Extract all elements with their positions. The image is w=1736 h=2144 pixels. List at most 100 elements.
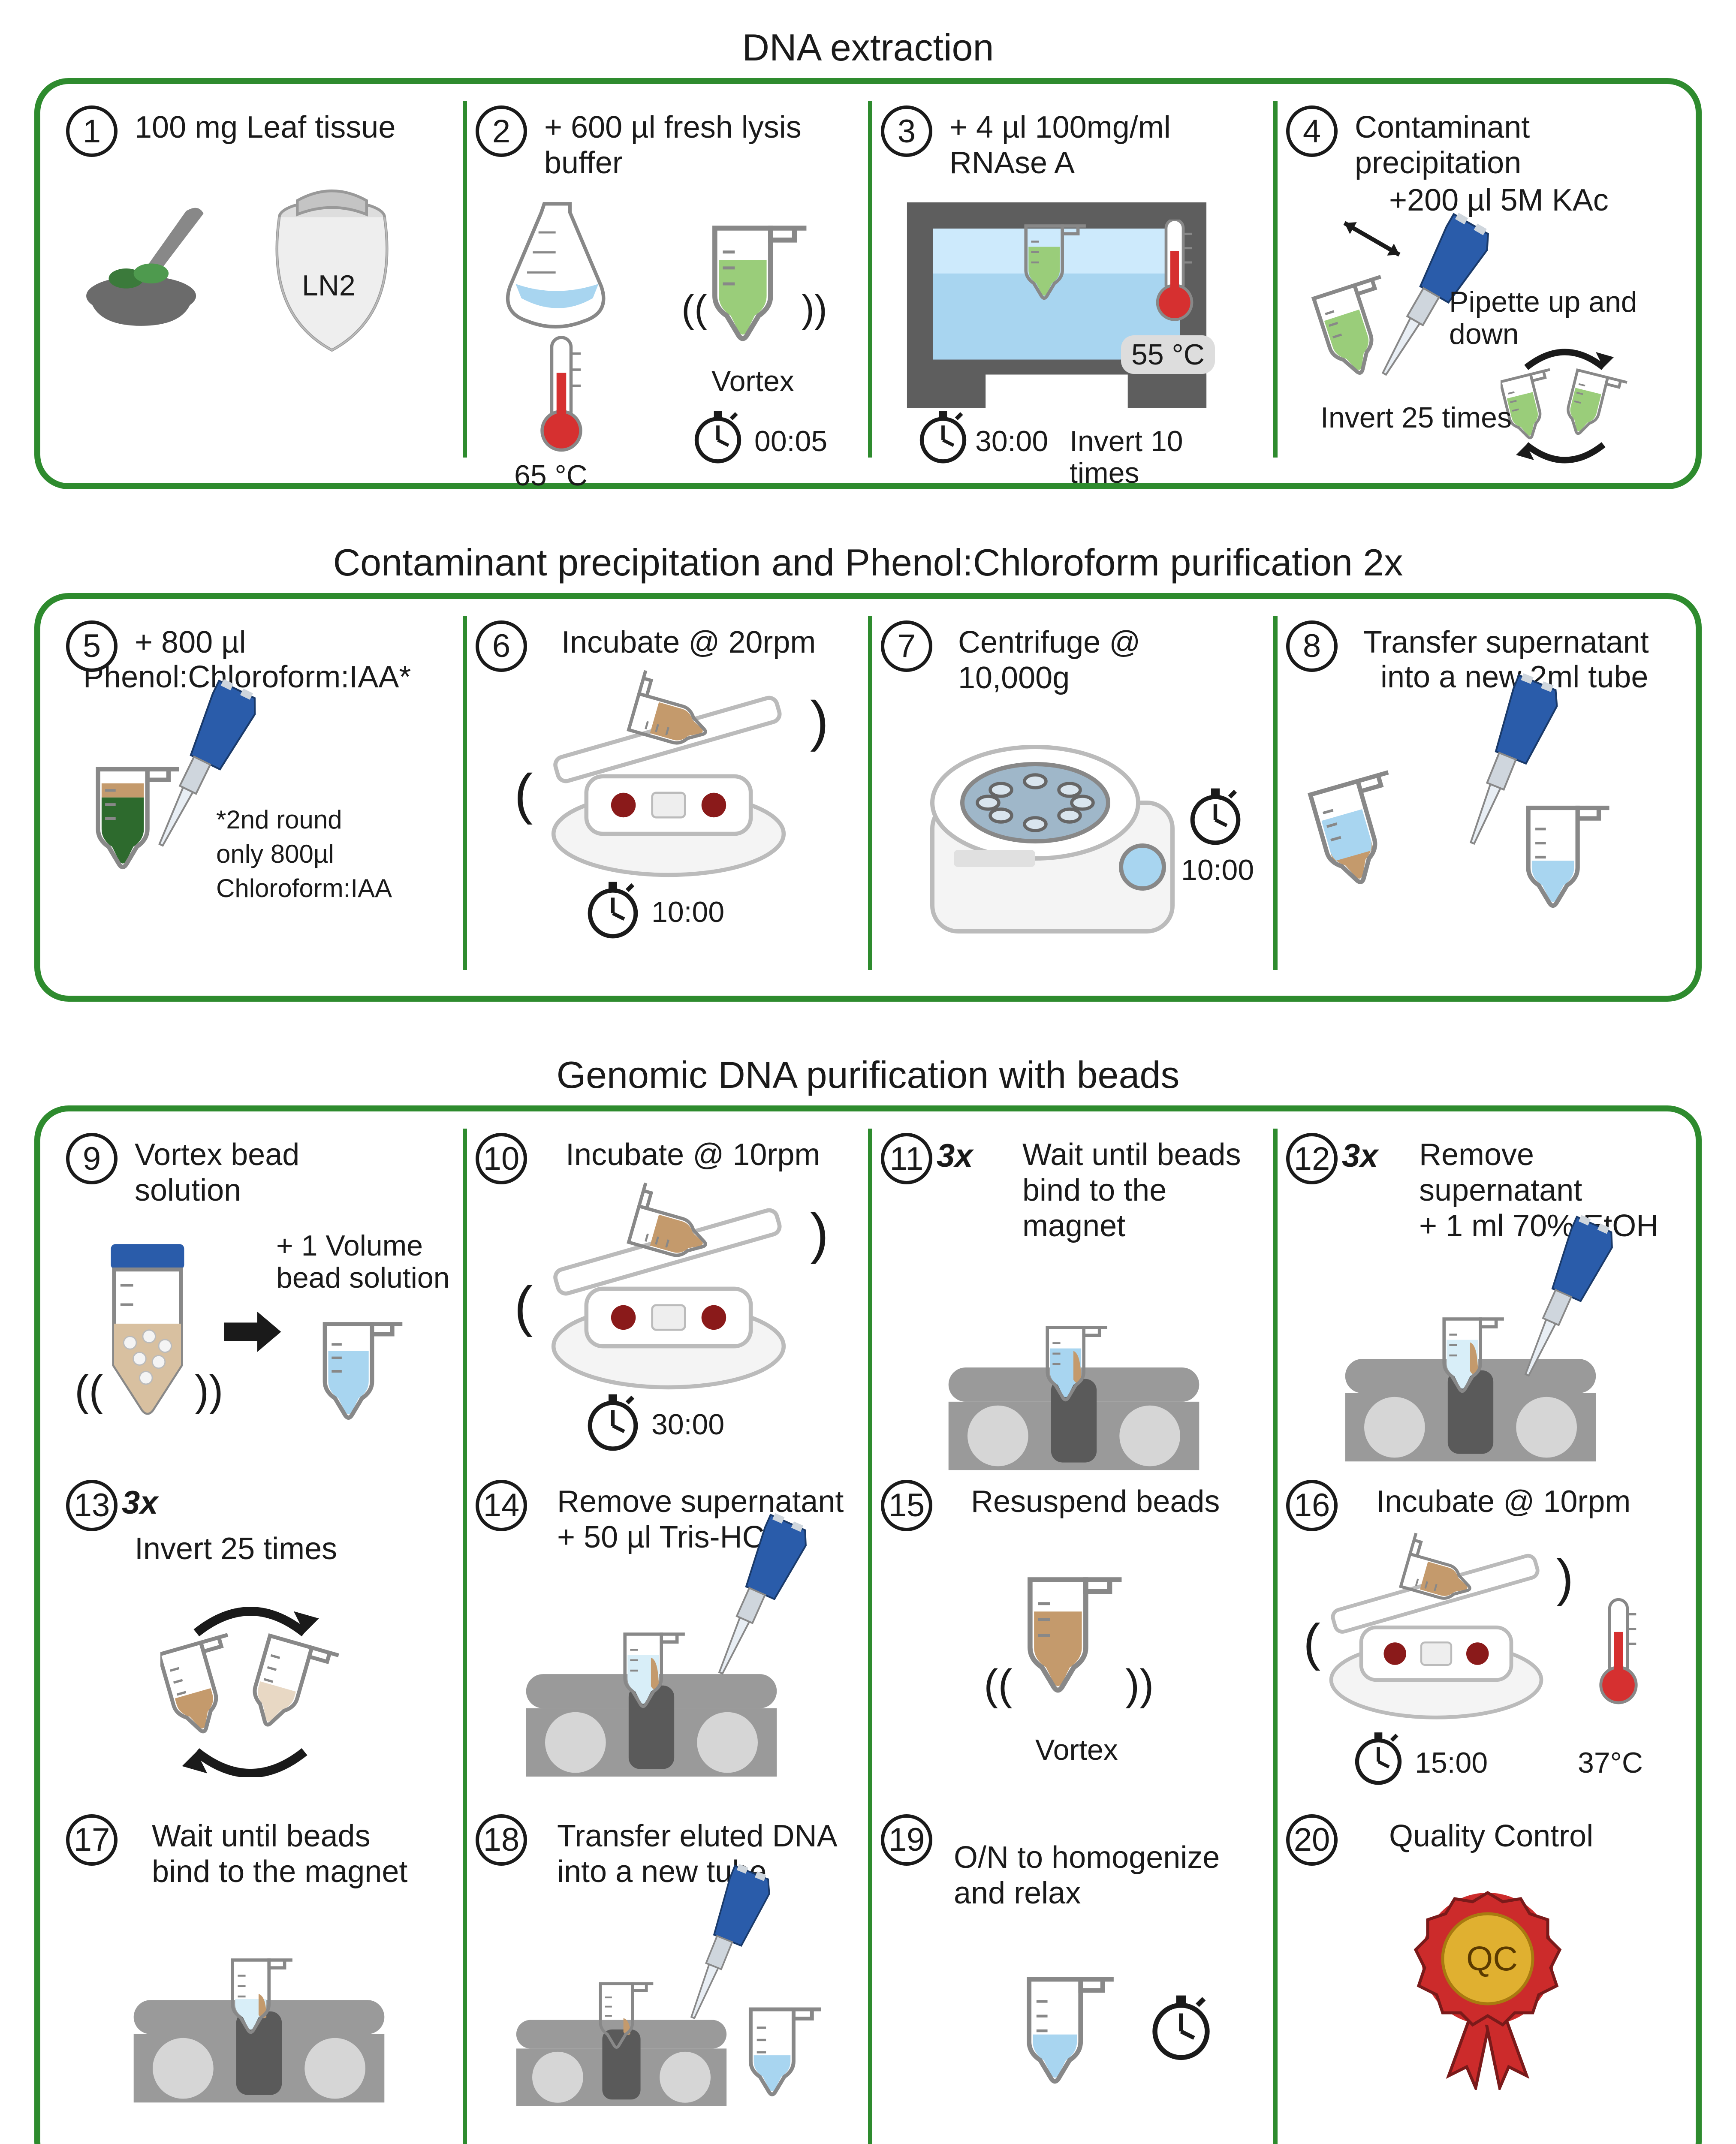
step-number: 12 xyxy=(1286,1133,1338,1184)
step-subtitle: Phenol:Chloroform:IAA* xyxy=(83,660,450,694)
time-label: 10:00 xyxy=(651,896,724,928)
step-title: Resuspend beads xyxy=(971,1484,1260,1520)
step-title: Vortex beadsolution xyxy=(135,1137,450,1208)
step-4: 4 Contaminant precipitation +200 µl 5M K… xyxy=(1273,101,1679,458)
step-2: 2 + 600 µl fresh lysis buffer 65 °C (( )… xyxy=(463,101,868,458)
step-1: 1 100 mg Leaf tissue LN2 xyxy=(57,101,463,458)
stopwatch-icon xyxy=(583,879,643,939)
step-number: 4 xyxy=(1286,105,1338,157)
time-label: 00:05 xyxy=(754,425,827,458)
section-title: DNA extraction xyxy=(34,26,1702,69)
step-number: 8 xyxy=(1286,620,1338,672)
vortex-mark-right: )) xyxy=(802,288,827,331)
qc-text: QC xyxy=(1466,1940,1518,1978)
tube-icon xyxy=(315,1307,409,1436)
temp-label: 55 °C xyxy=(1121,335,1215,374)
step-number: 9 xyxy=(66,1133,118,1184)
step-title: + 4 µl 100mg/ml RNAse A xyxy=(949,110,1260,181)
invert-arrows-icon xyxy=(160,1597,341,1777)
mortar-pestle-icon xyxy=(79,201,233,338)
step-10: 10 Incubate @ 10rpm ( ) 30:00 xyxy=(463,1129,868,1475)
pipette-label: Pipette up and down xyxy=(1449,286,1666,350)
temp-label: 65 °C xyxy=(514,460,588,492)
step-number: 19 xyxy=(881,1814,932,1866)
qc-badge-icon xyxy=(1398,1876,1578,2090)
centrifuge-icon xyxy=(924,726,1181,940)
tube-dest-icon xyxy=(1518,793,1616,921)
step-15: 15 Resuspend beads (( )) Vortex xyxy=(868,1476,1273,1810)
step-20: 20 Quality Control QC xyxy=(1273,1810,1679,2144)
step-title: O/N to homogenize and relax xyxy=(954,1840,1260,1911)
invert-arrows-icon xyxy=(1501,342,1629,470)
thermometer-icon xyxy=(1595,1597,1642,1708)
step-6: 6 Incubate @ 20rpm ( ) 10:00 xyxy=(463,616,868,970)
step-number: 3 xyxy=(881,105,932,157)
step-title: Incubate @ 10rpm xyxy=(1376,1484,1666,1520)
step-title: Quality Control xyxy=(1389,1819,1666,1854)
tube-icon xyxy=(703,211,814,357)
stopwatch-icon xyxy=(1350,1730,1406,1786)
ln2-label: LN2 xyxy=(302,270,356,302)
thermometer-icon xyxy=(536,335,587,455)
flask-icon xyxy=(493,194,621,340)
stopwatch-icon xyxy=(1185,786,1245,846)
step-number: 18 xyxy=(476,1814,527,1866)
vortex-label: Vortex xyxy=(1035,1734,1118,1766)
step-18: 18 Transfer eluted DNAinto a new tube xyxy=(463,1810,868,2144)
double-arrow-icon xyxy=(1332,208,1412,269)
vibrate-right: )) xyxy=(195,1367,223,1414)
section-title: Contaminant precipitation and Phenol:Chl… xyxy=(34,541,1702,584)
step-number: 17 xyxy=(66,1814,118,1866)
step-8: 8 Transfer supernatant into a new 2ml tu… xyxy=(1273,616,1679,970)
step-title: + 600 µl fresh lysis buffer xyxy=(544,110,855,181)
footnote-3: Chloroform:IAA xyxy=(216,874,392,903)
step-19: 19 O/N to homogenize and relax xyxy=(868,1810,1273,2144)
tube-in-rack-icon xyxy=(225,1945,298,2048)
tube-in-bath-icon xyxy=(1018,211,1091,314)
step-title: + 800 µl xyxy=(135,625,450,660)
tube-in-rack-icon xyxy=(617,1619,690,1722)
step-number: 11 xyxy=(881,1133,932,1184)
panel-1: 1 100 mg Leaf tissue LN2 xyxy=(34,78,1702,489)
step-title: Transfer supernatant xyxy=(1363,625,1666,660)
repeat-badge: 3x xyxy=(122,1484,158,1521)
stopwatch-icon xyxy=(915,408,971,464)
step-number: 20 xyxy=(1286,1814,1338,1866)
bead-stock-tube-icon xyxy=(92,1238,203,1418)
step-12: 12 3x Remove supernatant+ 1 ml 70% EtOH xyxy=(1273,1129,1679,1475)
panel-2: 5 + 800 µl Phenol:Chloroform:IAA* *2nd r… xyxy=(34,593,1702,1002)
vortex-mark-left: (( xyxy=(681,288,707,331)
section-title: Genomic DNA purification with beads xyxy=(34,1053,1702,1097)
motion-left: ( xyxy=(514,763,533,825)
panel-3: 9 Vortex beadsolution (( )) xyxy=(34,1105,1702,2144)
time-label: 15:00 xyxy=(1415,1747,1488,1779)
stopwatch-icon xyxy=(1147,1992,1215,2061)
repeat-badge: 3x xyxy=(937,1137,973,1174)
temp-label: 37°C xyxy=(1578,1747,1643,1779)
vortex-label: Vortex xyxy=(711,365,794,397)
step-number: 5 xyxy=(66,620,118,672)
vibrate-left: (( xyxy=(75,1367,103,1414)
step-title: Remove supernatant+ 1 ml 70% EtOH xyxy=(1419,1137,1666,1244)
step-title: Incubate @ 10rpm xyxy=(566,1137,855,1173)
tube-icon xyxy=(1018,1958,1121,2104)
step-16: 16 Incubate @ 10rpm ( ) 15:00 37°C xyxy=(1273,1476,1679,1810)
tube-icon xyxy=(1018,1558,1130,1713)
step-number: 7 xyxy=(881,620,932,672)
step-9: 9 Vortex beadsolution (( )) xyxy=(57,1129,463,1475)
invert-label: Invert 10 times xyxy=(1070,425,1260,490)
step-5: 5 + 800 µl Phenol:Chloroform:IAA* *2nd r… xyxy=(57,616,463,970)
step-title: Wait until beadsbind to the magnet xyxy=(152,1819,450,1890)
step-number: 10 xyxy=(476,1133,527,1184)
tube-source-icon xyxy=(1296,756,1426,907)
step-17: 17 Wait until beadsbind to the magnet xyxy=(57,1810,463,2144)
step-number: 6 xyxy=(476,620,527,672)
tube-in-rack-icon xyxy=(1040,1313,1112,1415)
time-label: 30:00 xyxy=(651,1409,724,1441)
step-number: 2 xyxy=(476,105,527,157)
thermometer-icon xyxy=(1151,220,1198,322)
step-number: 15 xyxy=(881,1480,932,1531)
footnote-1: *2nd round xyxy=(216,806,342,834)
section-bead-purification: Genomic DNA purification with beads 9 Vo… xyxy=(34,1053,1702,2144)
footnote-2: only 800µl xyxy=(216,840,334,868)
